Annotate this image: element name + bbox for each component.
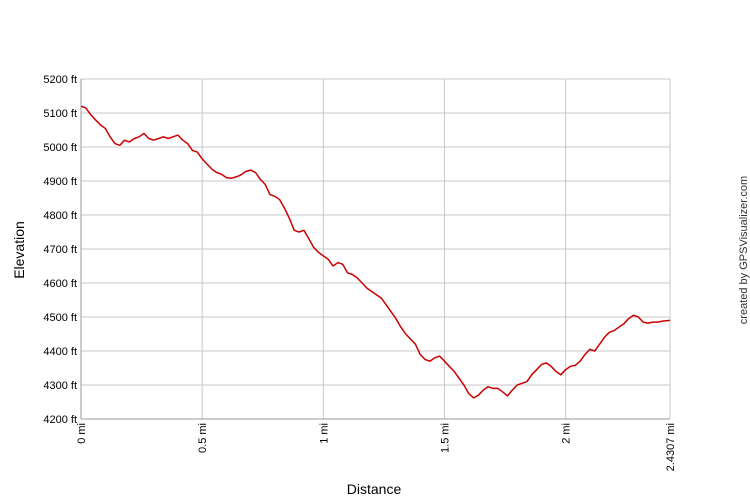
y-tick-label: 4700 ft xyxy=(43,244,77,256)
y-tick-label: 4200 ft xyxy=(43,414,77,426)
y-tick-label: 4800 ft xyxy=(43,210,77,222)
y-tick-label: 5100 ft xyxy=(43,108,77,120)
x-axis-label: Distance xyxy=(347,481,402,497)
x-axis-ticks: 0 mi 0.5 mi 1 mi 1.5 mi 2 mi 2.4307 mi xyxy=(76,423,677,471)
y-tick-label: 4400 ft xyxy=(43,346,77,358)
x-tick-label: 1.5 mi xyxy=(439,423,451,453)
x-tick-label: 2 mi xyxy=(561,423,573,444)
y-tick-label: 5000 ft xyxy=(43,142,77,154)
y-axis-label: Elevation xyxy=(11,221,27,279)
y-tick-label: 5200 ft xyxy=(43,74,77,86)
y-tick-label: 4300 ft xyxy=(43,380,77,392)
grid-layer xyxy=(80,78,671,420)
y-tick-label: 4600 ft xyxy=(43,278,77,290)
x-tick-label: 2.4307 mi xyxy=(665,423,677,471)
y-axis-ticks: 4200 ft 4300 ft 4400 ft 4500 ft 4600 ft 4700 … xyxy=(43,74,77,426)
x-tick-label: 0.5 mi xyxy=(197,423,209,453)
y-tick-label: 4900 ft xyxy=(43,176,77,188)
plot-frame xyxy=(80,79,670,420)
x-tick-label: 0 mi xyxy=(76,423,88,444)
credit-text: created by GPSVisualizer.com xyxy=(738,176,750,324)
x-tick-label: 1 mi xyxy=(318,423,330,444)
elevation-series-line xyxy=(80,105,671,399)
y-tick-label: 4500 ft xyxy=(43,312,77,324)
